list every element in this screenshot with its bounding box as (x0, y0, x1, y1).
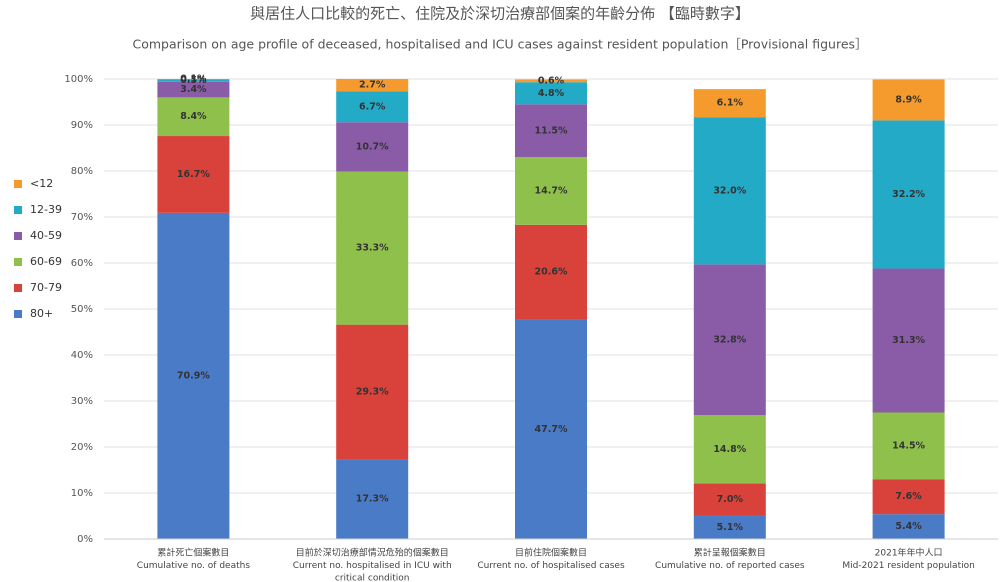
bar-segment (693, 515, 766, 539)
bar-segment (515, 319, 587, 539)
chart-subtitle: Comparison on age profile of deceased, h… (132, 37, 867, 52)
legend-swatch (14, 232, 22, 240)
bar-segment (872, 120, 945, 269)
data-label: 32.0% (713, 185, 746, 196)
bar-segment (336, 459, 409, 539)
x-tick-label: Current no. of hospitalised cases (477, 561, 625, 571)
legend-label: 12-39 (30, 203, 62, 216)
legend-swatch (14, 206, 22, 214)
data-label: 33.3% (356, 243, 389, 254)
data-label: 5.4% (895, 521, 922, 532)
y-tick-label: 20% (71, 442, 93, 453)
bar-segment (157, 79, 230, 82)
data-label: 31.3% (892, 335, 925, 346)
chart-title: 與居住人口比較的死亡、住院及於深切治療部個案的年齡分佈 【臨時數字】 (250, 5, 750, 23)
x-tick-label: Mid-2021 resident population (842, 561, 974, 571)
bar-segment (693, 264, 766, 416)
data-label: 20.6% (535, 267, 568, 278)
data-label: 32.8% (713, 334, 746, 345)
bar-segment (336, 79, 409, 92)
data-label: 14.5% (892, 440, 925, 451)
data-label: 70.9% (177, 370, 210, 381)
x-tick-label: Current no. hospitalised in ICU with (293, 561, 452, 571)
x-tick-label: Cumulative no. of reported cases (655, 561, 805, 571)
data-label: 17.3% (356, 494, 389, 505)
x-tick-label: critical condition (335, 574, 410, 582)
y-tick-label: 30% (71, 396, 93, 407)
data-label: 6.7% (359, 101, 386, 112)
data-label: 14.7% (535, 186, 568, 197)
bar-segment (336, 91, 409, 123)
data-label: 2.7% (359, 80, 386, 91)
data-label: 3.4% (180, 84, 207, 95)
data-label: 29.3% (356, 387, 389, 398)
data-label: 0.1% (180, 74, 207, 85)
bar-segment (872, 268, 945, 413)
bar-segment (336, 171, 409, 325)
bar-segment (872, 79, 945, 121)
y-tick-label: 0% (77, 534, 93, 545)
y-tick-label: 70% (71, 212, 93, 223)
bar-segment (515, 82, 587, 105)
y-tick-label: 50% (71, 304, 93, 315)
bar-segment (515, 104, 587, 158)
x-tick-label: 目前住院個案數目 (515, 547, 587, 559)
bar-segment (693, 483, 766, 516)
x-tick-label: 累計死亡個案數目 (157, 547, 229, 559)
x-tick-label: 累計呈報個案數目 (694, 547, 766, 559)
data-label: 8.9% (895, 94, 922, 105)
data-label: 32.2% (892, 189, 925, 200)
data-label: 7.6% (895, 491, 922, 502)
data-label: 11.5% (535, 125, 568, 136)
legend-swatch (14, 284, 22, 292)
bar-segment (693, 89, 766, 118)
x-tick-label: 目前於深切治療部情況危殆的個案數目 (296, 547, 449, 559)
legend-label: 80+ (30, 307, 53, 320)
data-label: 0.5% (180, 75, 207, 86)
bar-segment (515, 157, 587, 225)
legend-label: 70-79 (30, 281, 62, 294)
data-label: 0.6% (538, 75, 565, 86)
bar-segment (515, 79, 587, 83)
x-tick-label: Cumulative no. of deaths (137, 561, 251, 571)
data-label: 6.1% (717, 98, 744, 109)
legend-label: 60-69 (30, 255, 62, 268)
bar-segment (157, 212, 230, 540)
data-label: 10.7% (356, 141, 389, 152)
legend-label: 40-59 (30, 229, 62, 242)
bar-segment (157, 97, 230, 137)
data-label: 14.8% (713, 444, 746, 455)
y-tick-label: 100% (64, 74, 93, 85)
bar-segment (157, 81, 230, 98)
bar-segment (693, 117, 766, 265)
y-tick-label: 90% (71, 120, 93, 131)
data-label: 8.4% (180, 111, 207, 122)
legend-swatch (14, 180, 22, 188)
y-tick-label: 80% (71, 166, 93, 177)
bar-segment (157, 136, 230, 213)
legend-swatch (14, 258, 22, 266)
data-label: 4.8% (538, 88, 565, 99)
data-label: 47.7% (535, 424, 568, 435)
bar-segment (872, 514, 945, 539)
bar-segment (336, 122, 409, 172)
y-tick-label: 60% (71, 258, 93, 269)
y-tick-label: 40% (71, 350, 93, 361)
data-label: 5.1% (717, 522, 744, 533)
bar-segment (872, 479, 945, 515)
x-tick-label: 2021年年中人口 (875, 547, 943, 559)
data-label: 7.0% (717, 494, 744, 505)
bar-segment (515, 224, 587, 320)
bar-segment (693, 415, 766, 484)
data-label: 16.7% (177, 169, 210, 180)
legend-swatch (14, 310, 22, 318)
y-tick-label: 10% (71, 488, 93, 499)
legend-label: <12 (30, 177, 53, 190)
bar-segment (872, 412, 945, 480)
bar-segment (336, 324, 409, 460)
